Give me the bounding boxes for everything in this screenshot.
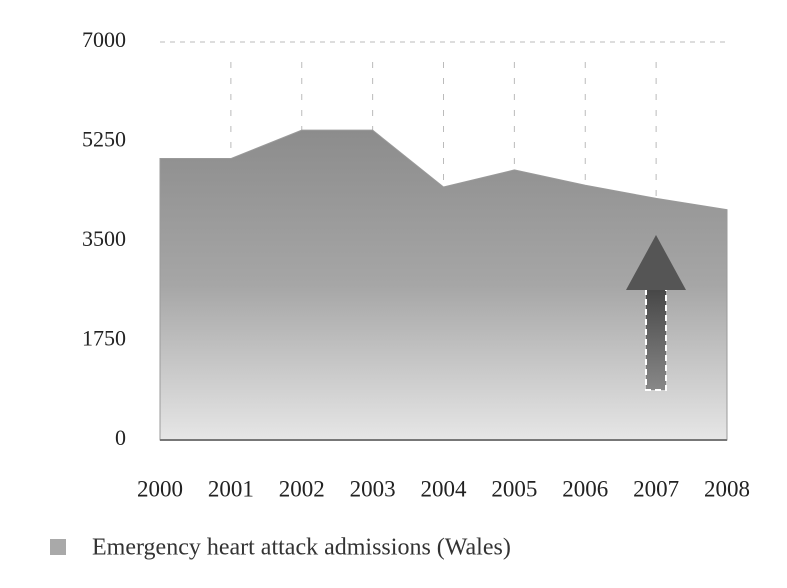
y-tick-label: 3500	[82, 226, 126, 251]
x-tick-label: 2007	[633, 476, 679, 501]
x-tick-label: 2002	[279, 476, 325, 501]
y-tick-label: 0	[115, 425, 126, 450]
x-tick-label: 2005	[491, 476, 537, 501]
arrow-shaft	[645, 284, 667, 391]
y-tick-label: 1750	[82, 326, 126, 351]
x-tick-label: 2000	[137, 476, 183, 501]
x-tick-label: 2001	[208, 476, 254, 501]
x-tick-label: 2003	[350, 476, 396, 501]
area-layer	[159, 129, 728, 441]
x-tick-label: 2008	[704, 476, 750, 501]
arrow-head	[626, 235, 686, 290]
arrow	[626, 235, 686, 391]
grid	[160, 41, 727, 440]
y-tick-label: 5250	[82, 127, 126, 152]
area	[159, 129, 728, 441]
x-tick-label: 2006	[562, 476, 608, 501]
x-tick-label: 2004	[421, 476, 468, 501]
legend-label: Emergency heart attack admissions (Wales…	[92, 535, 511, 561]
legend-swatch	[50, 539, 66, 555]
y-tick-label: 7000	[82, 27, 126, 52]
labels: 0 1750 3500 5250 7000 2000 2001 2002 2003 2004 200…	[82, 27, 750, 501]
